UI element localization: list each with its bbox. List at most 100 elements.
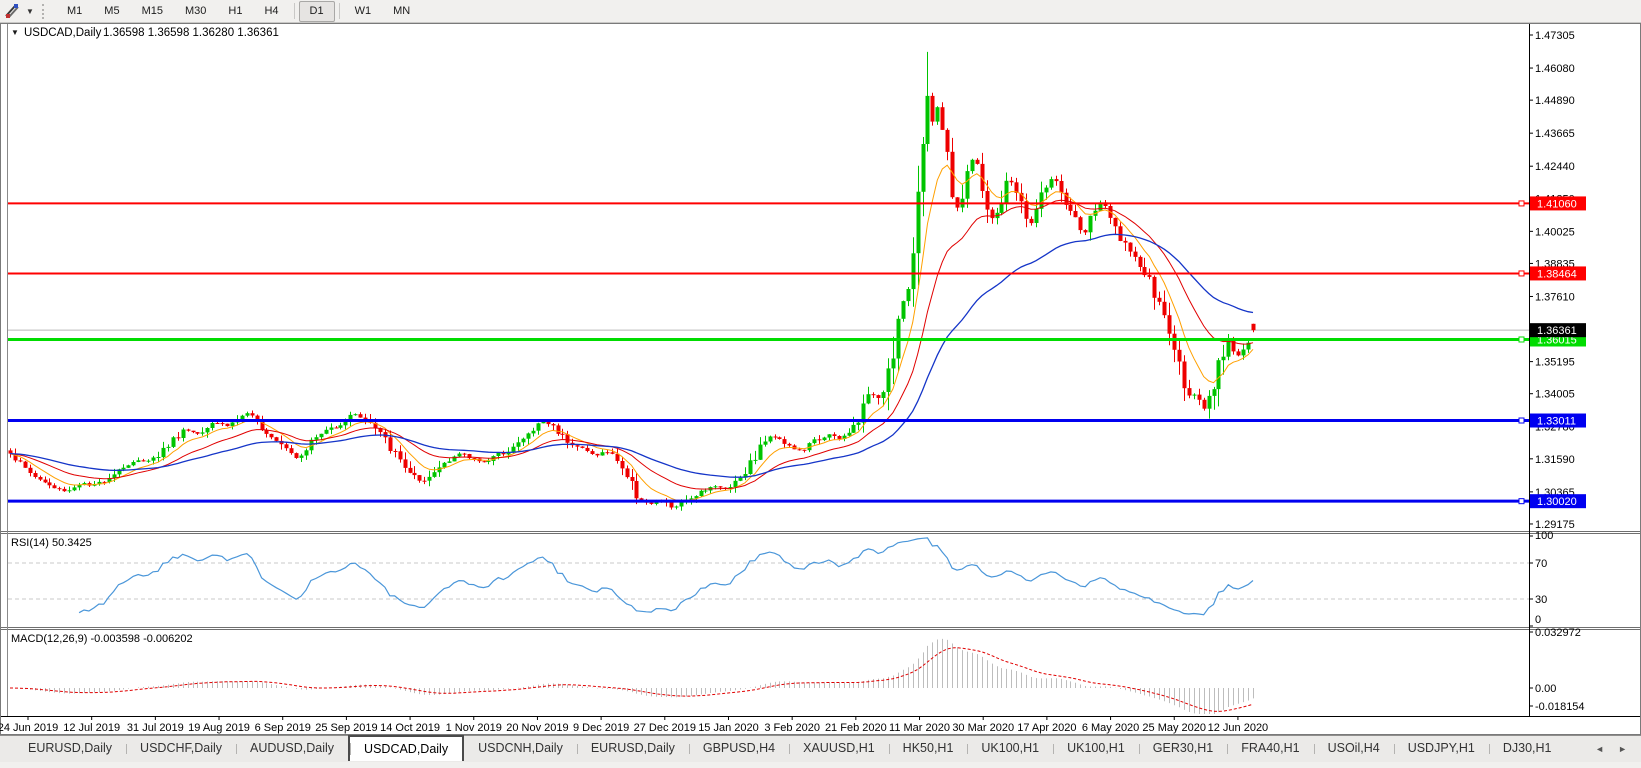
svg-text:17 Apr 2020: 17 Apr 2020 xyxy=(1017,722,1076,734)
chart-title-symbol: USDCAD,Daily xyxy=(24,27,102,39)
svg-text:1.33011: 1.33011 xyxy=(1537,416,1576,428)
tf-button-m15[interactable]: M15 xyxy=(141,4,163,17)
status-strip xyxy=(0,762,1641,768)
rsi-layer xyxy=(8,537,1529,616)
timeframe-buttons: M1 M5 M15 M30 H1 H4 D1 W1 MN xyxy=(56,0,421,22)
tf-button-m30[interactable]: M30 xyxy=(184,4,207,17)
svg-text:30: 30 xyxy=(1535,594,1547,606)
svg-text:1.42440: 1.42440 xyxy=(1535,161,1575,173)
svg-text:1.43665: 1.43665 xyxy=(1535,128,1575,140)
rsi-pane-label: RSI(14) 50.3425 xyxy=(11,537,92,549)
fast-ma xyxy=(9,164,1254,502)
drawing-tool-icon[interactable] xyxy=(2,2,24,20)
chart-tab-ger30-h1[interactable]: GER30,H1 xyxy=(1138,738,1227,760)
svg-text:14 Oct 2019: 14 Oct 2019 xyxy=(380,722,440,734)
tf-button-mn[interactable]: MN xyxy=(393,4,411,17)
chart-canvas[interactable]: 1.473051.460801.448901.436651.424401.412… xyxy=(0,23,1641,735)
svg-text:100: 100 xyxy=(1535,530,1553,542)
rsi-line xyxy=(78,537,1254,616)
tab-scroll-arrows: ◄ ► xyxy=(1595,744,1627,754)
svg-text:1.34005: 1.34005 xyxy=(1535,389,1575,401)
tf-button-h4[interactable]: H4 xyxy=(264,4,279,17)
chart-title-ohlc: 1.36598 1.36598 1.36280 1.36361 xyxy=(103,27,279,39)
toolbar: ▼ M1 M5 M15 M30 H1 H4 D1 W1 MN xyxy=(0,0,1641,23)
tf-button-m1[interactable]: M1 xyxy=(67,4,83,17)
toolbar-separator xyxy=(293,3,295,19)
chart-tab-usdcnh-daily[interactable]: USDCNH,Daily xyxy=(478,741,563,755)
chart-tab-gbpusd-h4[interactable]: GBPUSD,H4 xyxy=(688,738,789,760)
tab-scroll-right-icon[interactable]: ► xyxy=(1618,744,1627,754)
chart-tab-hk50-h1[interactable]: HK50,H1 xyxy=(888,738,968,760)
svg-text:25 May 2020: 25 May 2020 xyxy=(1142,722,1206,734)
chart-tab-dj30-h1[interactable]: DJ30,H1 xyxy=(1488,738,1566,760)
toolbar-separator xyxy=(338,3,340,19)
svg-text:12 Jun 2020: 12 Jun 2020 xyxy=(1208,722,1269,734)
chart-tabs: EURUSD,Daily USDCHF,Daily AUDUSD,Daily USDC… xyxy=(14,734,1566,761)
macd-pane-label: MACD(12,26,9) -0.003598 -0.006202 xyxy=(11,633,193,645)
chart-tab-audusd-daily[interactable]: AUDUSD,Daily xyxy=(236,738,348,760)
svg-text:24 Jun 2019: 24 Jun 2019 xyxy=(0,722,58,734)
svg-text:1.40025: 1.40025 xyxy=(1535,226,1575,238)
mid-ma xyxy=(9,199,1254,490)
svg-text:6 Sep 2019: 6 Sep 2019 xyxy=(255,722,311,734)
moving-averages-layer xyxy=(9,164,1254,502)
svg-text:1.37610: 1.37610 xyxy=(1535,291,1575,303)
horizontal-lines-layer[interactable] xyxy=(8,200,1529,505)
chart-tab-usdjpy-h1[interactable]: USDJPY,H1 xyxy=(1393,738,1489,760)
chart-tab-usoil-h4[interactable]: USOil,H4 xyxy=(1313,738,1394,760)
chart-tabs-bar: EURUSD,Daily USDCHF,Daily AUDUSD,Daily USDC… xyxy=(0,734,1641,762)
svg-text:20 Nov 2019: 20 Nov 2019 xyxy=(506,722,568,734)
chart-tab-usdchf-daily[interactable]: USDCHF,Daily xyxy=(126,738,236,760)
chart-tab-fra40-h1[interactable]: FRA40,H1 xyxy=(1227,738,1313,760)
svg-text:1.44890: 1.44890 xyxy=(1535,95,1575,107)
svg-text:1.31590: 1.31590 xyxy=(1535,454,1575,466)
svg-text:0: 0 xyxy=(1535,614,1541,626)
candles-layer xyxy=(8,51,1256,511)
svg-text:1.47305: 1.47305 xyxy=(1535,30,1575,42)
svg-text:0.032972: 0.032972 xyxy=(1535,627,1581,639)
svg-text:9 Dec 2019: 9 Dec 2019 xyxy=(573,722,629,734)
tf-button-h1[interactable]: H1 xyxy=(228,4,243,17)
axes-layer[interactable]: 1.473051.460801.448901.436651.424401.412… xyxy=(0,30,1586,734)
tf-button-d1[interactable]: D1 xyxy=(298,0,335,22)
svg-text:25 Sep 2019: 25 Sep 2019 xyxy=(315,722,377,734)
tab-scroll-left-icon[interactable]: ◄ xyxy=(1595,744,1605,754)
tf-button-w1[interactable]: W1 xyxy=(354,4,372,17)
svg-text:-0.018154: -0.018154 xyxy=(1535,701,1585,713)
chart-tab-uk100-h1[interactable]: UK100,H1 xyxy=(967,738,1053,760)
svg-text:30 Mar 2020: 30 Mar 2020 xyxy=(952,722,1014,734)
svg-text:1.35195: 1.35195 xyxy=(1535,357,1575,369)
svg-text:12 Jul 2019: 12 Jul 2019 xyxy=(63,722,120,734)
toolbar-grip[interactable] xyxy=(42,3,48,19)
chart-tab-eurusd-daily[interactable]: EURUSD,Daily xyxy=(28,741,113,755)
svg-text:6 May 2020: 6 May 2020 xyxy=(1082,722,1139,734)
chart-tab-xauusd-h1[interactable]: XAUUSD,H1 xyxy=(789,738,889,760)
macd-layer xyxy=(9,638,1254,714)
pane-separators xyxy=(0,23,1641,735)
svg-text:15 Jan 2020: 15 Jan 2020 xyxy=(698,722,759,734)
chart-background xyxy=(0,23,1641,735)
chart-tab-eurusd-daily[interactable]: EURUSD,Daily xyxy=(576,738,689,760)
svg-text:1 Nov 2019: 1 Nov 2019 xyxy=(446,722,502,734)
svg-text:19 Aug 2019: 19 Aug 2019 xyxy=(188,722,250,734)
svg-text:27 Dec 2019: 27 Dec 2019 xyxy=(634,722,696,734)
svg-text:1.41060: 1.41060 xyxy=(1537,198,1577,210)
slow-ma xyxy=(9,233,1254,478)
svg-text:1.36361: 1.36361 xyxy=(1537,325,1577,337)
chart-tab-uk100-h1[interactable]: UK100,H1 xyxy=(1053,738,1139,760)
svg-text:70: 70 xyxy=(1535,558,1547,570)
tf-button-m5[interactable]: M5 xyxy=(104,4,120,17)
chart-collapse-icon[interactable]: ▼ xyxy=(11,28,19,37)
svg-text:31 Jul 2019: 31 Jul 2019 xyxy=(127,722,184,734)
svg-text:3 Feb 2020: 3 Feb 2020 xyxy=(764,722,820,734)
svg-text:21 Feb 2020: 21 Feb 2020 xyxy=(825,722,887,734)
svg-text:1.30020: 1.30020 xyxy=(1537,496,1577,508)
tool-dropdown-arrow[interactable]: ▼ xyxy=(26,6,34,16)
svg-text:0.00: 0.00 xyxy=(1535,683,1556,695)
svg-text:1.46080: 1.46080 xyxy=(1535,63,1575,75)
macd-signal-line xyxy=(9,647,1254,712)
svg-text:1.36015: 1.36015 xyxy=(1537,334,1577,346)
svg-text:1.38464: 1.38464 xyxy=(1537,268,1577,280)
svg-text:1.29175: 1.29175 xyxy=(1535,519,1575,531)
chart-tab-usdcad-daily[interactable]: USDCAD,Daily xyxy=(348,734,465,761)
